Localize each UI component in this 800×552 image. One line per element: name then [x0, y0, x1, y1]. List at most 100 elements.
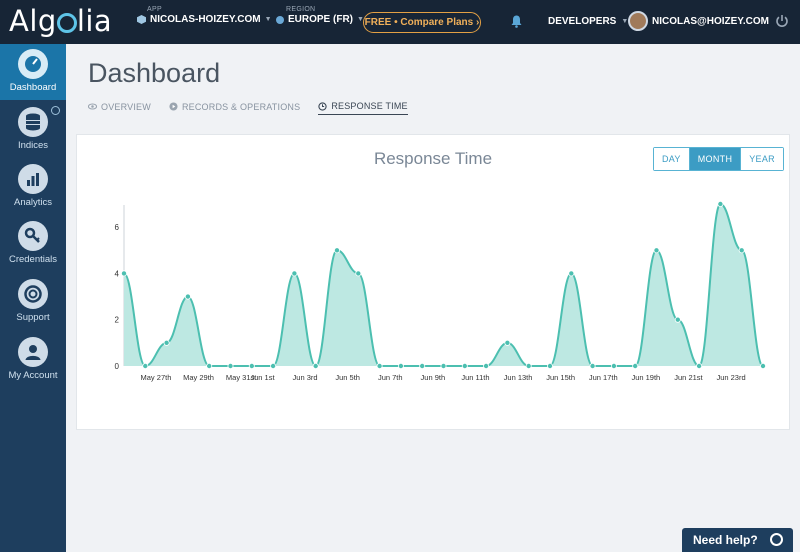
sidebar-item-label: Support — [16, 312, 50, 323]
x-tick-label: May 27th — [141, 373, 172, 382]
x-tick-label: Jun 15th — [546, 373, 575, 382]
data-point — [632, 362, 639, 369]
data-point — [291, 270, 298, 277]
sidebar-item-my-account[interactable]: My Account — [0, 332, 66, 388]
x-tick-label: Jun 19th — [631, 373, 660, 382]
region-selector[interactable]: REGION EUROPE (FR) ▼ — [276, 6, 364, 25]
data-point — [483, 362, 490, 369]
data-point — [270, 362, 277, 369]
lifebuoy-icon — [18, 279, 48, 309]
compare-plans-button[interactable]: FREE • Compare Plans › — [363, 12, 481, 33]
data-point — [568, 270, 575, 277]
tab-records-operations[interactable]: RECORDS & OPERATIONS — [169, 101, 300, 115]
sidebar-item-label: Analytics — [13, 197, 52, 208]
sidebar-item-analytics[interactable]: Analytics — [0, 159, 66, 215]
algolia-logo[interactable]: Alg lia — [9, 4, 113, 38]
data-point — [419, 362, 426, 369]
period-month-button[interactable]: MONTH — [688, 148, 741, 170]
y-tick-label: 0 — [115, 362, 120, 371]
data-point — [461, 362, 468, 369]
tab-response-time[interactable]: RESPONSE TIME — [318, 101, 408, 115]
data-point — [163, 339, 170, 346]
data-point — [589, 362, 596, 369]
globe-icon — [276, 15, 284, 24]
app-value: NICOLAS-HOIZEY.COM — [150, 14, 261, 25]
y-tick-label: 2 — [115, 316, 120, 325]
period-day-button[interactable]: DAY — [654, 148, 689, 170]
x-tick-label: Jun 9th — [421, 373, 446, 382]
need-help-label: Need help? — [693, 533, 758, 547]
user-icon — [18, 337, 48, 367]
region-value: EUROPE (FR) — [288, 14, 353, 25]
data-point — [738, 247, 745, 254]
chevron-down-icon: ▼ — [264, 16, 272, 23]
sidebar: Dashboard Indices Analytics Credentials … — [0, 44, 66, 552]
gauge-icon — [18, 49, 48, 79]
top-bar: Alg lia APP NICOLAS-HOIZEY.COM ▼ REGION E… — [0, 0, 800, 44]
clock-icon — [318, 101, 327, 111]
x-tick-label: Jun 3rd — [293, 373, 318, 382]
data-point — [717, 201, 724, 208]
app-selector[interactable]: APP NICOLAS-HOIZEY.COM ▼ — [137, 6, 272, 25]
region-label: REGION — [286, 6, 316, 13]
sidebar-item-label: Indices — [17, 140, 49, 151]
x-tick-label: Jun 23rd — [716, 373, 745, 382]
sidebar-item-indices[interactable]: Indices — [0, 102, 66, 158]
sidebar-item-label: My Account — [8, 370, 58, 381]
bar-chart-icon — [18, 164, 48, 194]
user-email: NICOLAS@HOIZEY.COM — [652, 15, 769, 27]
chevron-down-icon: ▼ — [621, 18, 629, 25]
data-point — [248, 362, 255, 369]
x-tick-label: Jun 5th — [335, 373, 360, 382]
data-point — [333, 247, 340, 254]
sidebar-item-credentials[interactable]: Credentials — [0, 216, 66, 272]
user-menu[interactable]: NICOLAS@HOIZEY.COM — [628, 11, 769, 31]
x-tick-label: May 29th — [183, 373, 214, 382]
data-point — [142, 362, 149, 369]
page-title: Dashboard — [88, 58, 221, 88]
developers-menu[interactable]: DEVELOPERS ▼ — [548, 16, 628, 27]
chart-title: Response Time — [373, 149, 493, 168]
data-point — [760, 362, 767, 369]
x-tick-label: Jun 13th — [504, 373, 533, 382]
data-point — [376, 362, 383, 369]
tab-overview[interactable]: OVERVIEW — [88, 101, 151, 115]
period-year-button[interactable]: YEAR — [740, 148, 783, 170]
data-point — [355, 270, 362, 277]
data-point — [546, 362, 553, 369]
sidebar-item-label: Dashboard — [9, 82, 57, 93]
x-tick-label: Jun 7th — [378, 373, 403, 382]
bell-icon[interactable] — [511, 15, 522, 28]
sidebar-item-label: Credentials — [8, 254, 58, 265]
data-point — [696, 362, 703, 369]
data-point — [397, 362, 404, 369]
tab-label: RESPONSE TIME — [331, 101, 408, 111]
x-tick-label: Jun 1st — [250, 373, 275, 382]
developers-label: DEVELOPERS — [548, 16, 617, 27]
tab-label: OVERVIEW — [101, 101, 151, 112]
sidebar-item-support[interactable]: Support — [0, 274, 66, 330]
tab-bar: OVERVIEW RECORDS & OPERATIONS RESPONSE T… — [88, 101, 408, 115]
period-selector: DAY MONTH YEAR — [653, 147, 784, 171]
data-point — [206, 362, 213, 369]
sidebar-item-dashboard[interactable]: Dashboard — [0, 44, 66, 100]
x-tick-label: Jun 21st — [674, 373, 703, 382]
data-point — [525, 362, 532, 369]
lifebuoy-icon — [770, 533, 783, 546]
need-help-button[interactable]: Need help? — [682, 528, 793, 552]
data-point — [610, 362, 617, 369]
power-icon[interactable] — [775, 14, 789, 28]
response-time-card: 0 2 4 6 May 27th May 29th May 31st Jun 1st Jun 3… — [76, 134, 790, 430]
x-tick-label: Jun 17th — [589, 373, 618, 382]
logo-o-icon — [56, 13, 77, 33]
app-label: APP — [147, 6, 162, 13]
data-point — [440, 362, 447, 369]
avatar — [628, 11, 648, 31]
tab-label: RECORDS & OPERATIONS — [181, 101, 301, 112]
data-point — [312, 362, 319, 369]
eye-icon — [88, 103, 97, 110]
data-point — [504, 339, 511, 346]
data-point — [184, 293, 191, 300]
y-tick-label: 6 — [115, 223, 120, 232]
